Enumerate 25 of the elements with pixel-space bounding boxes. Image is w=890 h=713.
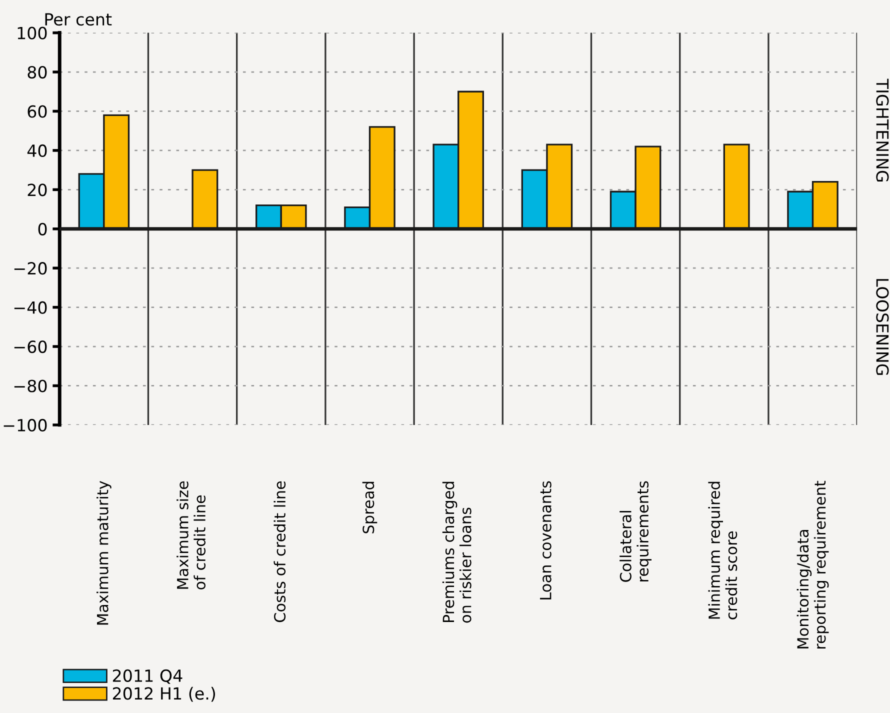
y-tick-label: −60 bbox=[14, 340, 47, 354]
x-tick-label: Loan covenants bbox=[540, 481, 552, 600]
x-tick-label: Monitoring/data reporting requirement bbox=[796, 480, 829, 649]
x-tick-label: Spread bbox=[362, 482, 378, 534]
legend-label: 2011 Q4 bbox=[112, 669, 182, 684]
y-tick-label: 80 bbox=[28, 66, 47, 79]
y-tick-label: 60 bbox=[28, 105, 47, 118]
y-tick-label: 100 bbox=[18, 26, 47, 40]
y-tick-label: 0 bbox=[38, 222, 47, 236]
text: TIGHTENING bbox=[876, 78, 889, 182]
x-tick-label: Maximum maturity bbox=[96, 480, 112, 625]
x-tick-label: Minimum required credit score bbox=[708, 482, 738, 620]
y-tick-label: 40 bbox=[27, 144, 47, 158]
x-tick-label: Maximum size of credit line bbox=[176, 481, 206, 590]
y-tick-label: −80 bbox=[14, 380, 47, 392]
y-tick-label: −100 bbox=[4, 418, 47, 432]
x-tick-label: Costs of credit line bbox=[274, 481, 286, 622]
y-tick-label: −40 bbox=[14, 301, 47, 314]
legend-label: 2012 H1 (e.) bbox=[112, 686, 216, 702]
y-tick-label: −20 bbox=[14, 262, 47, 275]
x-tick-label: Premiums charged on riskier loans bbox=[442, 482, 472, 623]
x-tick-label: Collateral requirements bbox=[620, 481, 652, 582]
y-axis-title: Per cent bbox=[45, 13, 112, 26]
text: LOOSENING bbox=[876, 279, 889, 375]
y-tick-label: 20 bbox=[28, 184, 47, 196]
